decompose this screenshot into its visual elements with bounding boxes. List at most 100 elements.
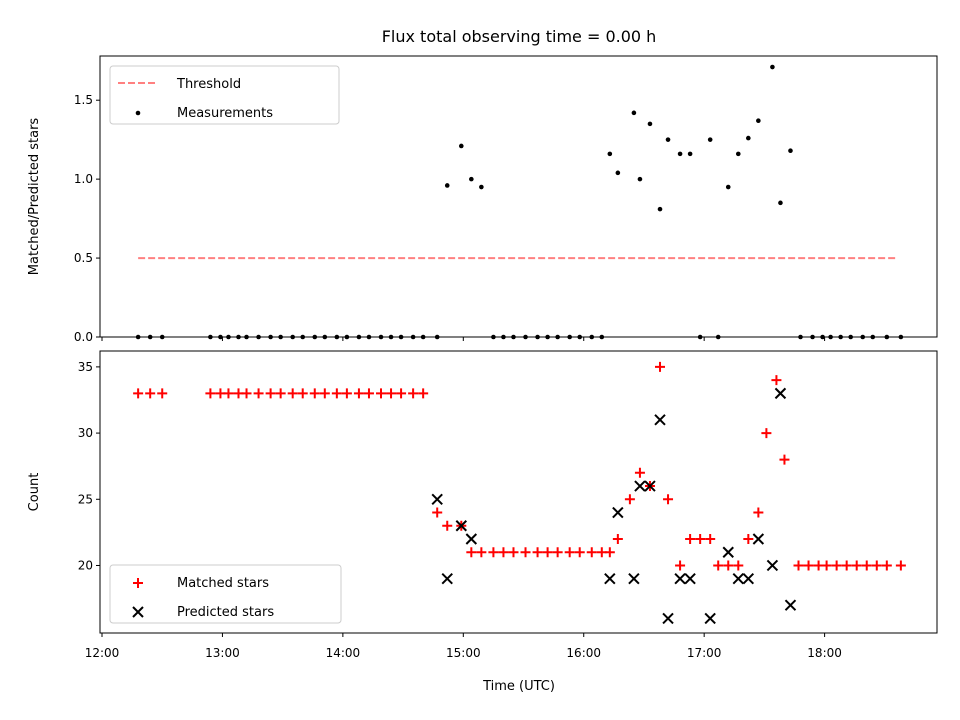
predicted-star-marker [604, 573, 616, 585]
legend-label: Predicted stars [177, 605, 274, 620]
matched-star-marker [624, 494, 635, 505]
matched-star-marker [586, 547, 597, 558]
matched-star-marker [851, 560, 862, 571]
predicted-star-marker [662, 612, 674, 625]
measurement-point [746, 135, 751, 141]
matched-star-marker [223, 388, 234, 399]
y-tick-label: 20 [78, 558, 93, 572]
matched-star-marker [287, 388, 298, 399]
matched-star-marker [488, 547, 499, 558]
matched-star-marker [319, 388, 330, 399]
matched-star-marker [675, 560, 686, 571]
matched-star-marker [363, 388, 374, 399]
predicted-star-marker [634, 480, 646, 492]
matched-star-marker [542, 547, 553, 558]
chart-title: Flux total observing time = 0.00 h [382, 27, 657, 46]
measurement-point [788, 148, 793, 154]
matched-star-marker [685, 534, 696, 544]
predicted-star-marker [455, 520, 468, 532]
y-axis-label: Count [27, 473, 42, 512]
matched-star-marker [895, 560, 906, 571]
measurement-point [657, 206, 663, 212]
predicted-star-marker [674, 573, 686, 585]
matched-star-marker [205, 388, 216, 399]
measurement-point [458, 143, 464, 149]
matched-star-marker [655, 361, 666, 372]
y-tick-label: 0.5 [74, 251, 93, 265]
matched-star-marker [743, 534, 754, 544]
measurement-point [647, 121, 653, 127]
matched-star-marker [831, 560, 842, 571]
y-tick-label: 25 [78, 492, 93, 506]
matched-star-marker [634, 467, 645, 478]
matched-star-marker [779, 454, 790, 465]
predicted-star-marker [742, 573, 755, 585]
predicted-star-marker [784, 599, 797, 611]
matched-star-marker [871, 560, 882, 571]
legend-swatch [133, 578, 143, 588]
measurement-point [479, 184, 484, 190]
matched-star-marker [376, 388, 387, 399]
matched-star-marker [432, 507, 443, 518]
matched-star-marker [713, 560, 724, 571]
legend-label: Threshold [176, 77, 241, 92]
legend-label: Measurements [177, 106, 273, 121]
x-tick-label: 13:00 [205, 646, 240, 660]
matched-star-marker [353, 388, 364, 399]
measurement-point [607, 151, 613, 157]
predicted-star-marker [441, 573, 453, 585]
matched-star-marker [275, 388, 286, 399]
legend: Matched stars Predicted stars [109, 564, 342, 624]
legend-swatch [132, 606, 144, 618]
matched-star-marker [396, 388, 407, 399]
matched-star-marker [520, 547, 531, 558]
predicted-star-marker [465, 533, 478, 545]
matched-star-marker [532, 547, 543, 558]
x-axis-label: Time (UTC) [482, 679, 555, 694]
plot-frame [99, 55, 938, 338]
predicted-star-marker [654, 414, 666, 426]
measurement-point [615, 170, 621, 176]
matched-star-marker [723, 560, 734, 571]
predicted-star-marker [612, 506, 624, 519]
matched-star-marker [793, 560, 804, 571]
ratio-panel: 0.0 0.5 1.0 1.5 Matched/Predicted stars Thres… [27, 55, 938, 344]
matched-star-marker [241, 388, 252, 399]
matched-star-marker [663, 494, 674, 505]
legend-swatch [135, 110, 141, 116]
matched-star-marker [841, 560, 852, 571]
measurement-point [725, 184, 731, 190]
count-panel: 12:00 13:00 14:00 15:00 16:00 17:00 18:00 20 25 3… [27, 350, 938, 660]
matched-star-marker [695, 534, 706, 544]
predicted-star-marker [628, 573, 640, 585]
matched-star-marker [157, 388, 168, 399]
matched-star-marker [612, 534, 623, 544]
matched-star-marker [341, 388, 352, 399]
matched-star-marker [761, 428, 772, 439]
x-tick-label: 14:00 [326, 646, 361, 660]
predicted-star-marker [752, 533, 765, 545]
matched-star-marker [803, 560, 814, 571]
matched-star-marker [253, 388, 264, 399]
matched-star-marker [442, 520, 453, 531]
measurement-point [707, 137, 713, 142]
x-tick-label: 18:00 [807, 646, 842, 660]
matched-star-marker [466, 547, 477, 558]
plot-frame [99, 350, 938, 634]
matched-star-marker [265, 388, 276, 399]
matched-star-marker [331, 388, 342, 399]
matched-star-marker [133, 388, 144, 399]
matched-star-marker [733, 560, 744, 571]
x-tick-label: 15:00 [446, 646, 481, 660]
measurement-point [444, 183, 450, 188]
measurement-point [756, 118, 761, 124]
matched-star-marker [574, 547, 585, 558]
matched-star-marker [408, 388, 419, 399]
matched-star-marker [753, 507, 764, 518]
measurement-point [469, 176, 474, 182]
matched-star-marker [705, 534, 716, 544]
legend-label: Matched stars [177, 576, 269, 591]
y-tick-label: 1.5 [74, 93, 93, 107]
predicted-star-marker [774, 387, 787, 400]
